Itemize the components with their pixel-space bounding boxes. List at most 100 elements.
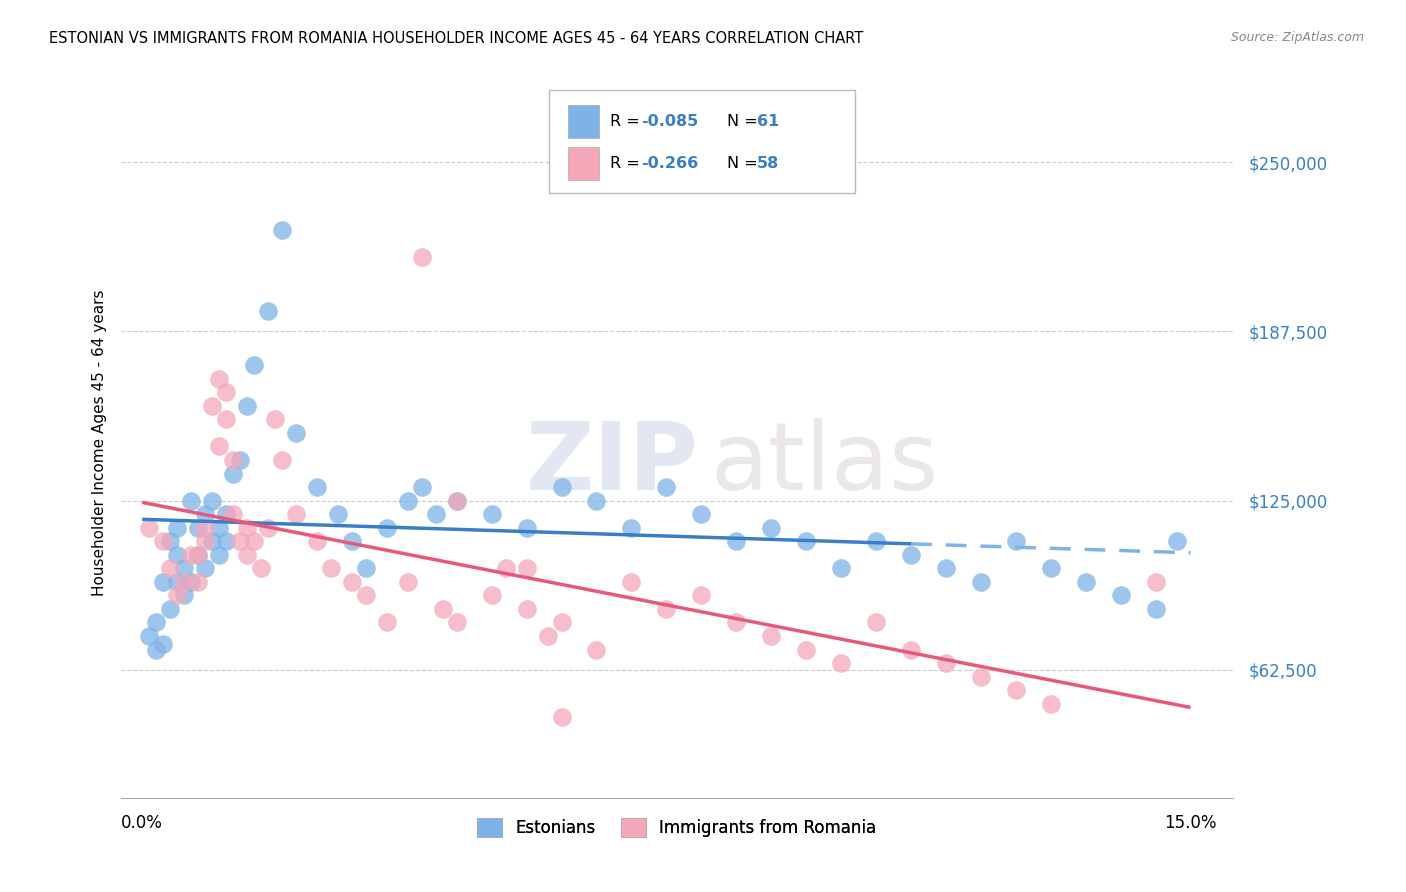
- Point: [550, 480, 572, 494]
- Point: [229, 534, 252, 549]
- Point: [935, 561, 957, 575]
- Point: [1166, 534, 1188, 549]
- Point: [166, 521, 188, 535]
- Point: [354, 561, 377, 575]
- Point: [187, 548, 209, 562]
- Point: [1109, 588, 1132, 602]
- Point: [340, 534, 363, 549]
- Point: [145, 642, 167, 657]
- Point: [585, 642, 607, 657]
- Point: [236, 548, 259, 562]
- Point: [138, 629, 160, 643]
- Point: [1005, 683, 1028, 698]
- Point: [305, 534, 328, 549]
- FancyBboxPatch shape: [550, 90, 855, 194]
- Point: [222, 507, 245, 521]
- Point: [201, 493, 224, 508]
- Point: [138, 521, 160, 535]
- Point: [208, 440, 231, 454]
- Point: [250, 561, 273, 575]
- Text: ESTONIAN VS IMMIGRANTS FROM ROMANIA HOUSEHOLDER INCOME AGES 45 - 64 YEARS CORREL: ESTONIAN VS IMMIGRANTS FROM ROMANIA HOUS…: [49, 31, 863, 46]
- Point: [166, 548, 188, 562]
- Point: [180, 548, 202, 562]
- Point: [970, 670, 993, 684]
- Point: [550, 615, 572, 630]
- Point: [201, 399, 224, 413]
- Point: [159, 561, 181, 575]
- Point: [222, 467, 245, 481]
- Point: [585, 493, 607, 508]
- Point: [432, 602, 454, 616]
- Point: [236, 521, 259, 535]
- Point: [865, 615, 887, 630]
- Point: [326, 507, 349, 521]
- Point: [152, 637, 174, 651]
- Text: Source: ZipAtlas.com: Source: ZipAtlas.com: [1230, 31, 1364, 45]
- Point: [340, 574, 363, 589]
- FancyBboxPatch shape: [568, 105, 599, 138]
- Point: [201, 534, 224, 549]
- Point: [620, 574, 643, 589]
- Point: [1144, 602, 1167, 616]
- Point: [271, 453, 294, 467]
- Point: [516, 602, 538, 616]
- Point: [830, 656, 852, 670]
- Point: [264, 412, 287, 426]
- Point: [725, 615, 748, 630]
- Text: N =: N =: [727, 114, 762, 129]
- Point: [215, 385, 238, 400]
- Point: [354, 588, 377, 602]
- Point: [180, 493, 202, 508]
- Point: [215, 507, 238, 521]
- Point: [1005, 534, 1028, 549]
- Point: [375, 615, 398, 630]
- Point: [215, 534, 238, 549]
- Point: [257, 521, 280, 535]
- Point: [761, 629, 783, 643]
- Point: [284, 425, 307, 440]
- Point: [1074, 574, 1097, 589]
- Point: [319, 561, 342, 575]
- Point: [194, 507, 217, 521]
- Point: [481, 507, 503, 521]
- Point: [173, 588, 195, 602]
- Point: [935, 656, 957, 670]
- Point: [236, 399, 259, 413]
- Point: [396, 574, 419, 589]
- Point: [690, 507, 713, 521]
- Point: [375, 521, 398, 535]
- Point: [516, 521, 538, 535]
- Point: [243, 358, 266, 372]
- Text: 61: 61: [756, 114, 779, 129]
- Point: [152, 574, 174, 589]
- Point: [900, 548, 922, 562]
- Point: [187, 521, 209, 535]
- Point: [411, 480, 433, 494]
- Point: [194, 561, 217, 575]
- Point: [725, 534, 748, 549]
- Point: [215, 412, 238, 426]
- Point: [152, 534, 174, 549]
- Point: [271, 223, 294, 237]
- Text: -0.085: -0.085: [641, 114, 699, 129]
- Point: [284, 507, 307, 521]
- Point: [620, 521, 643, 535]
- Point: [830, 561, 852, 575]
- Point: [305, 480, 328, 494]
- Text: ZIP: ZIP: [526, 417, 699, 509]
- Point: [550, 710, 572, 724]
- Text: R =: R =: [610, 156, 645, 170]
- Point: [536, 629, 558, 643]
- Point: [187, 548, 209, 562]
- Point: [208, 548, 231, 562]
- Point: [655, 480, 678, 494]
- Point: [970, 574, 993, 589]
- Point: [396, 493, 419, 508]
- Text: N =: N =: [727, 156, 762, 170]
- Point: [187, 574, 209, 589]
- Point: [1144, 574, 1167, 589]
- Point: [1039, 697, 1062, 711]
- Text: R =: R =: [610, 114, 645, 129]
- Point: [900, 642, 922, 657]
- Point: [173, 574, 195, 589]
